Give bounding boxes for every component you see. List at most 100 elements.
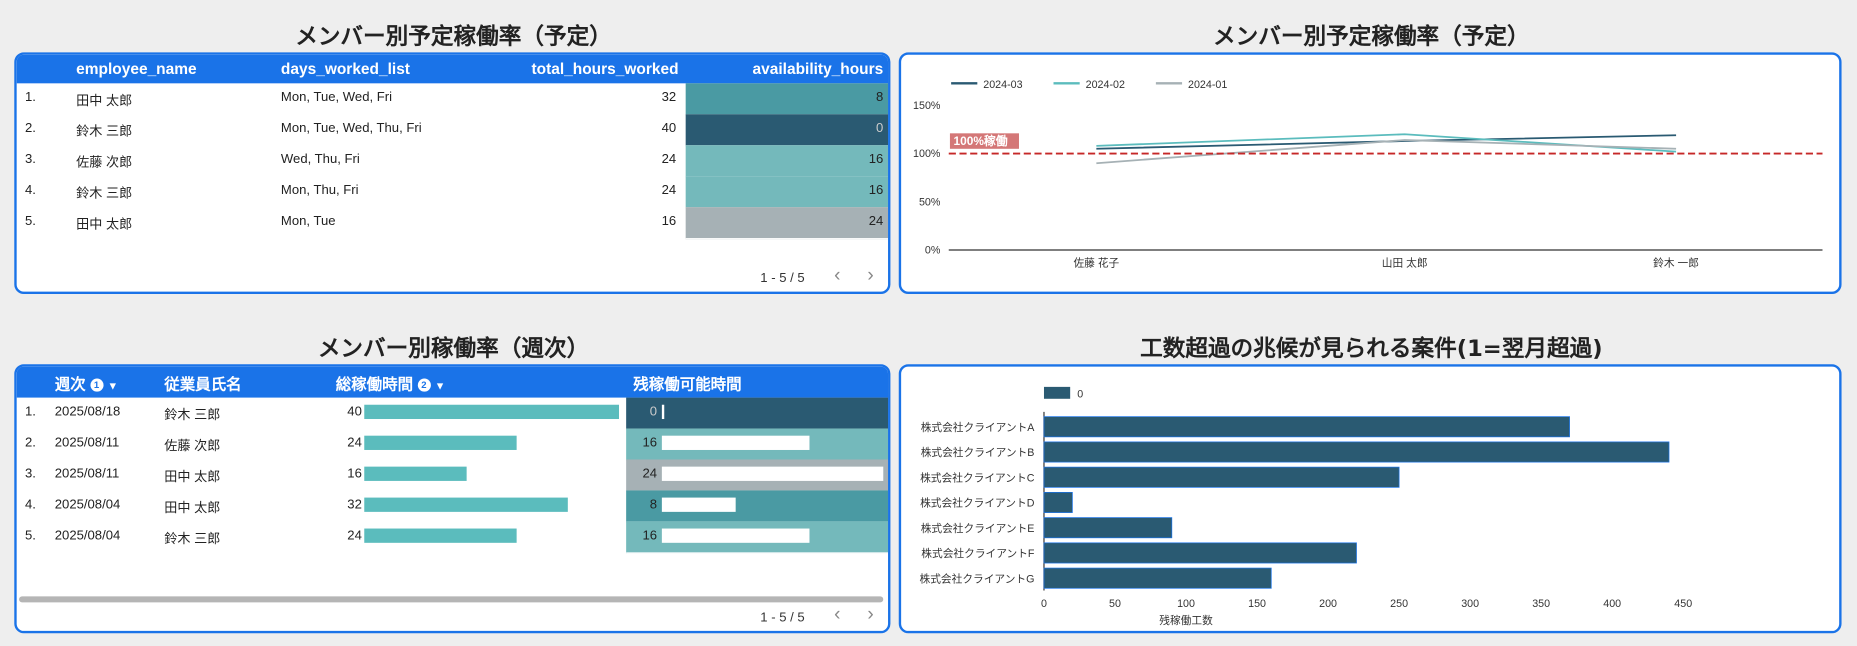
row-index: 3. <box>24 466 36 481</box>
row-index: 1. <box>24 404 36 420</box>
days-worked: Mon, Tue, Wed, Fri <box>280 90 393 105</box>
total-hours: 24 <box>661 183 677 198</box>
y-tick-label: 株式会社クライアントA <box>921 421 1036 434</box>
remaining-hours-bar <box>661 404 665 420</box>
x-tick-label: 50 <box>1109 598 1121 610</box>
total-hours: 16 <box>347 466 362 481</box>
legend-swatch <box>1043 386 1071 399</box>
row-index: 4. <box>24 183 36 198</box>
total-hours: 40 <box>347 404 362 420</box>
availability-cell: 16 <box>685 176 889 209</box>
y-tick-label: 株式会社クライアントG <box>920 572 1035 585</box>
column-header[interactable]: employee_name <box>76 59 197 78</box>
column-header[interactable]: availability_hours <box>752 59 884 78</box>
sort-order-badge: 1 <box>90 378 104 392</box>
remaining-cell: 16 <box>626 521 889 554</box>
horizontal-scrollbar[interactable] <box>19 596 884 603</box>
column-header[interactable]: 残稼働可能時間 <box>633 374 742 393</box>
total-hours: 24 <box>347 528 362 543</box>
bar <box>1043 567 1272 589</box>
sort-desc-icon[interactable]: ▼ <box>434 379 446 392</box>
panel-title: メンバー別予定稼働率（予定） <box>1212 23 1530 50</box>
x-tick-label: 100 <box>1177 598 1195 610</box>
week: 2025/08/11 <box>54 466 120 481</box>
employee-name: 鈴木 三郎 <box>164 408 221 423</box>
row-index: 1. <box>24 90 36 105</box>
availability-hours: 16 <box>868 183 884 198</box>
sort-desc-icon[interactable]: ▼ <box>107 379 119 392</box>
weekly-table: 週次 1 ▼ 従業員氏名 総稼働時間 2 ▼ 残稼働可能時間 1. 2025/0… <box>14 364 891 634</box>
employee-name: 田中 太郎 <box>164 470 221 485</box>
y-tick-label: 0% <box>925 245 941 257</box>
y-tick-label: 株式会社クライアントF <box>921 547 1035 560</box>
row-index: 3. <box>24 152 36 167</box>
legend-label: 2024-03 <box>983 79 1022 91</box>
column-header-week[interactable]: 週次 1 ▼ <box>55 371 118 394</box>
row-index: 2. <box>24 435 36 450</box>
prev-page-icon[interactable]: ‹ <box>834 604 841 625</box>
table-row[interactable]: 5. 田中 太郎 Mon, Tue 16 24 <box>17 207 889 240</box>
reference-label-bg <box>949 133 1019 149</box>
y-tick-label: 株式会社クライアントC <box>920 471 1035 484</box>
remaining-hours: 16 <box>642 435 658 450</box>
series-line-2024-03 <box>1096 134 1677 150</box>
table-row[interactable]: 3. 2025/08/11 田中 太郎 16 24 <box>17 459 889 492</box>
reference-label: 100%稼働 <box>954 134 1008 148</box>
table-row[interactable]: 4. 鈴木 三郎 Mon, Thu, Fri 24 16 <box>17 176 889 209</box>
x-tick-label: 200 <box>1319 598 1337 610</box>
next-page-icon[interactable]: › <box>867 604 874 625</box>
overrun-bar-chart: 0 株式会社クライアントA 株式会社クライアントB 株式会社クライアントC 株式会社クラ… <box>898 364 1842 634</box>
pagination-label: 1 - 5 / 5 <box>760 271 805 286</box>
remaining-hours-bar <box>661 435 810 450</box>
remaining-cell: 16 <box>626 428 889 461</box>
x-axis-title: 残稼働工数 <box>1159 614 1213 627</box>
employee-name: 鈴木 三郎 <box>76 186 133 202</box>
availability-table: employee_name days_worked_list total_hou… <box>14 52 891 295</box>
table-row[interactable]: 1. 2025/08/18 鈴木 三郎 40 0 <box>17 397 889 430</box>
availability-hours: 16 <box>868 152 884 167</box>
y-tick-label: 50% <box>919 196 941 208</box>
table-row[interactable]: 2. 鈴木 三郎 Mon, Tue, Wed, Thu, Fri 40 0 <box>17 114 889 147</box>
total-hours-bar <box>364 466 467 481</box>
row-index: 5. <box>24 528 36 543</box>
total-hours: 40 <box>661 121 677 136</box>
employee-name: 佐藤 次郎 <box>164 439 221 454</box>
employee-name: 鈴木 三郎 <box>76 124 133 140</box>
remaining-hours-bar <box>661 528 810 543</box>
panel-title: 工数超過の兆候が見られる案件(1=翌月超過) <box>1140 335 1603 362</box>
x-tick-label: 150 <box>1248 598 1266 610</box>
remaining-cell: 8 <box>626 490 889 523</box>
availability-cell: 8 <box>685 83 889 116</box>
y-tick-label: 株式会社クライアントE <box>921 522 1035 535</box>
remaining-hours: 8 <box>649 497 658 512</box>
prev-page-icon[interactable]: ‹ <box>834 265 841 286</box>
total-hours: 32 <box>661 90 677 105</box>
employee-name: 田中 太郎 <box>76 94 133 109</box>
days-worked: Wed, Thu, Fri <box>280 152 360 167</box>
table-row[interactable]: 2. 2025/08/11 佐藤 次郎 24 16 <box>17 428 889 461</box>
column-header[interactable]: total_hours_worked <box>531 59 679 78</box>
x-tick-label: 400 <box>1603 598 1621 610</box>
remaining-hours: 0 <box>649 404 658 420</box>
table-row[interactable]: 5. 2025/08/04 鈴木 三郎 24 16 <box>17 521 889 554</box>
availability-hours: 24 <box>868 214 884 229</box>
table-header: employee_name days_worked_list total_hou… <box>16 54 889 84</box>
week: 2025/08/18 <box>54 404 121 420</box>
table-row[interactable]: 3. 佐藤 次郎 Wed, Thu, Fri 24 16 <box>17 145 889 178</box>
sort-order-badge: 2 <box>417 378 431 392</box>
availability-cell: 16 <box>685 145 889 178</box>
employee-name: 鈴木 三郎 <box>164 532 221 547</box>
remaining-hours: 24 <box>642 466 658 481</box>
column-header[interactable]: 従業員氏名 <box>164 374 242 393</box>
next-page-icon[interactable]: › <box>867 265 874 286</box>
legend-label: 2024-02 <box>1086 79 1125 91</box>
table-row[interactable]: 4. 2025/08/04 田中 太郎 32 8 <box>17 490 889 523</box>
x-tick-label: 山田 太郎 <box>1382 257 1428 270</box>
column-header-total[interactable]: 総稼働時間 2 ▼ <box>336 371 446 394</box>
column-label: 総稼働時間 <box>335 374 414 393</box>
table-row[interactable]: 1. 田中 太郎 Mon, Tue, Wed, Fri 32 8 <box>17 83 889 116</box>
column-header[interactable]: days_worked_list <box>280 59 410 78</box>
panel-title: メンバー別稼働率（週次） <box>317 335 590 362</box>
week: 2025/08/04 <box>54 497 121 512</box>
remaining-cell: 0 <box>626 397 889 430</box>
